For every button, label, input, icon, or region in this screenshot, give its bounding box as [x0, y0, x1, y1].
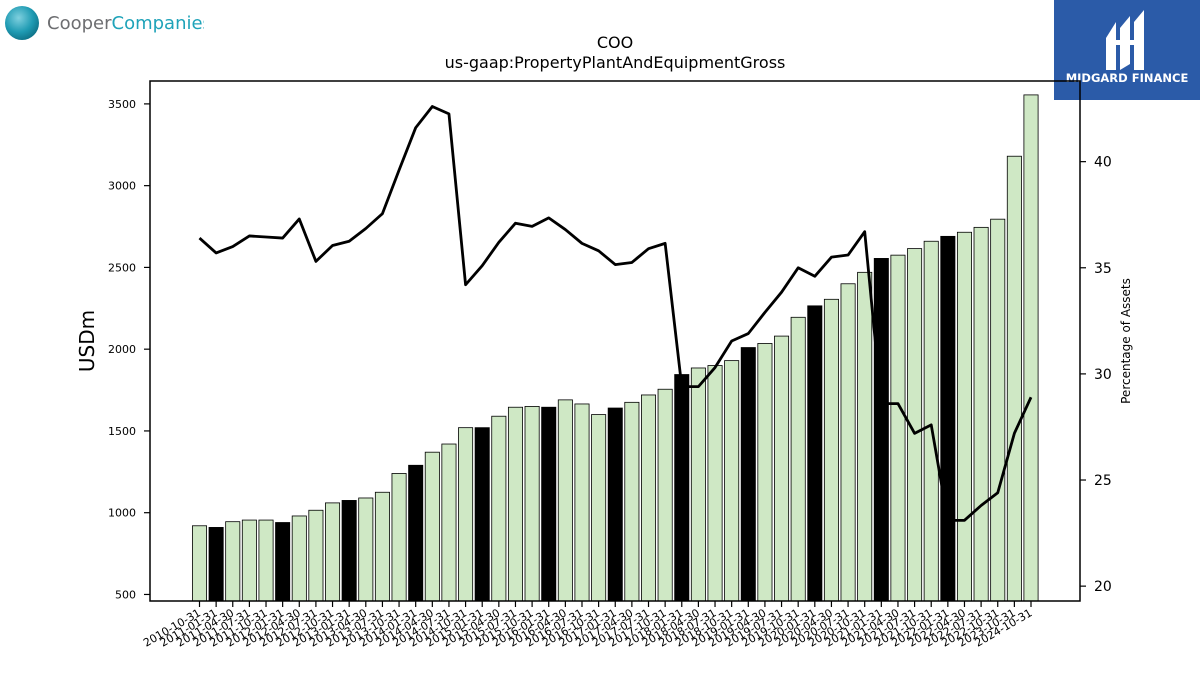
bar-2012-01-31 — [275, 522, 291, 602]
y-tick-label: 3000 — [108, 180, 136, 193]
left-axis: 500 1000 1500 2000 2500 3000 3500 — [108, 98, 150, 601]
bar-2015-04-30 — [491, 415, 507, 602]
bar-2014-04-30 — [424, 451, 440, 602]
bar-2014-07-31 — [441, 443, 457, 602]
y-tick-label: 3500 — [108, 98, 136, 111]
bar-2016-04-30 — [557, 399, 573, 602]
bar-2013-07-31 — [374, 491, 390, 602]
bar-2017-04-30 — [624, 401, 640, 602]
y-right-tick-label: 30 — [1094, 367, 1112, 383]
bar-2022-01-31 — [940, 235, 956, 602]
bar-2010-10-31 — [191, 525, 207, 602]
x-axis: 2010-10-312011-01-312011-04-302011-07-31… — [141, 601, 1035, 650]
globe-icon — [5, 6, 39, 40]
chart-title: COO — [597, 33, 633, 52]
bars-group — [191, 94, 1039, 602]
y-right-tick-label: 40 — [1094, 155, 1112, 171]
bar-2011-10-31 — [258, 519, 274, 602]
bar-2011-01-31 — [208, 527, 224, 602]
y-axis-label: USDm — [75, 310, 99, 372]
chart-subtitle: us-gaap:PropertyPlantAndEquipmentGross — [445, 53, 786, 72]
y-right-tick-label: 25 — [1094, 473, 1112, 489]
bar-2016-07-31 — [574, 403, 590, 602]
midgard-emblem-icon — [1106, 10, 1144, 70]
bar-2023-10-31 — [1006, 155, 1022, 602]
coopercompanies-logo: CooperCompanies — [5, 6, 204, 40]
y-tick-label: 1500 — [108, 425, 136, 438]
bar-2019-04-30 — [757, 343, 773, 602]
y-axis-right-label: Percentage of Assets — [1119, 278, 1133, 404]
bar-2015-10-31 — [524, 406, 540, 602]
bar-2019-10-31 — [790, 316, 806, 602]
bar-2015-01-31 — [474, 427, 490, 602]
y-tick-label: 2500 — [108, 261, 136, 274]
bar-2017-01-31 — [607, 407, 623, 602]
bar-2018-10-31 — [724, 360, 740, 602]
bar-2020-07-31 — [840, 283, 856, 602]
bar-2011-07-31 — [241, 519, 257, 602]
y-right-tick-label: 20 — [1094, 579, 1112, 595]
bar-2015-07-31 — [507, 406, 523, 602]
bar-2012-07-31 — [308, 509, 324, 602]
bar-2020-10-31 — [857, 271, 873, 602]
logo-text-cooper: Cooper — [47, 13, 112, 34]
bar-2021-10-31 — [923, 240, 939, 602]
bar-2012-10-31 — [325, 502, 341, 602]
bar-2014-10-31 — [458, 427, 474, 602]
midgard-finance-logo: MIDGARD FINANCE — [1054, 0, 1200, 100]
bar-2019-07-31 — [774, 335, 790, 602]
bar-2019-01-31 — [740, 347, 756, 602]
bar-2022-10-31 — [990, 218, 1006, 602]
bar-2017-07-31 — [641, 394, 657, 602]
y-right-tick-label: 35 — [1094, 261, 1112, 277]
bar-2018-07-31 — [707, 365, 723, 602]
line-group — [198, 105, 1033, 522]
bar-2017-10-31 — [657, 388, 673, 602]
svg-text:CooperCompanies: CooperCompanies — [47, 13, 204, 34]
percentage-line — [198, 105, 1033, 522]
bar-2016-10-31 — [591, 414, 607, 602]
bar-2018-04-30 — [690, 367, 706, 602]
bar-2013-10-31 — [391, 473, 407, 602]
bar-2021-04-30 — [890, 254, 906, 602]
y-tick-label: 2000 — [108, 343, 136, 356]
bar-2022-04-30 — [956, 231, 972, 602]
bar-2013-04-30 — [358, 497, 374, 602]
bar-2024-10-31 — [1023, 94, 1039, 602]
midgard-finance-text: MIDGARD FINANCE — [1066, 71, 1189, 85]
bar-2012-04-30 — [291, 515, 307, 602]
bar-2021-01-31 — [873, 258, 889, 602]
right-axis: 20 25 30 35 40 — [1080, 155, 1112, 595]
bar-2020-01-31 — [807, 305, 823, 602]
y-tick-label: 500 — [115, 588, 136, 601]
bar-2020-04-30 — [823, 298, 839, 602]
bar-2018-01-31 — [674, 374, 690, 602]
bar-2016-01-31 — [541, 406, 557, 602]
logo-text-companies: Companies — [112, 13, 205, 34]
bar-2011-04-30 — [225, 521, 241, 602]
y-tick-label: 1000 — [108, 507, 136, 520]
bar-2014-01-31 — [408, 464, 424, 602]
bar-2013-01-31 — [341, 500, 357, 602]
bar-2022-07-31 — [973, 226, 989, 602]
